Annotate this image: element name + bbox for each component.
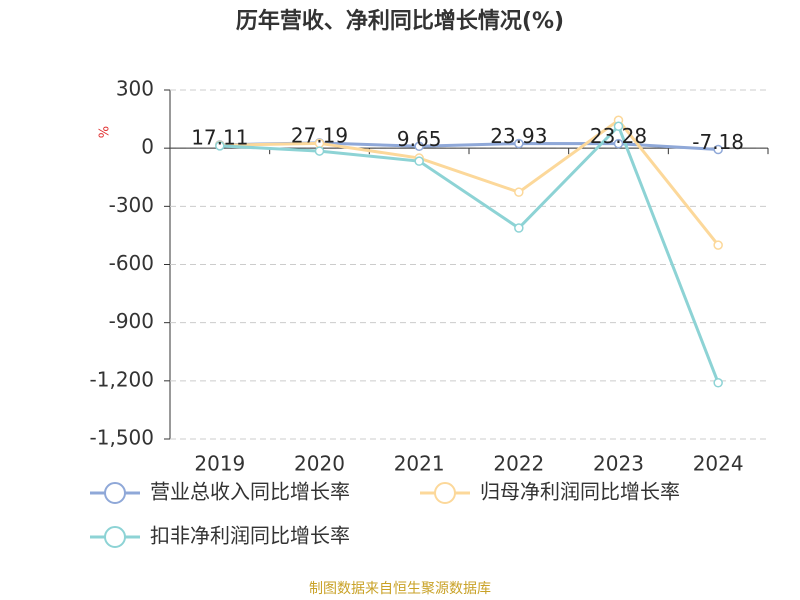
legend-label: 营业总收入同比增长率	[150, 480, 350, 504]
data-label: 27.19	[291, 123, 348, 147]
y-tick-label: -1,500	[90, 426, 154, 450]
x-tick-label: 2021	[394, 452, 445, 476]
data-label: 23.28	[590, 124, 647, 148]
data-label: -7.18	[692, 130, 744, 154]
legend-marker	[434, 482, 456, 504]
y-tick-label: -900	[109, 309, 154, 333]
source: 制图数据来自恒生聚源数据库	[309, 581, 491, 597]
chart-title: 历年营收、净利同比增长情况(%)	[236, 8, 564, 34]
x-tick-label: 2020	[294, 452, 345, 476]
point	[713, 240, 723, 250]
point	[713, 378, 723, 388]
legend-label: 扣非净利润同比增长率	[150, 524, 350, 548]
legend-label: 归母净利润同比增长率	[480, 480, 680, 504]
point	[314, 146, 325, 156]
data-label: 23.93	[490, 124, 547, 148]
x-tick-label: 2024	[693, 452, 744, 476]
y-tick-label: -300	[109, 193, 154, 217]
point	[414, 156, 424, 166]
point	[215, 141, 225, 151]
y-tick-label: 300	[116, 77, 154, 101]
y-tick-label: -600	[109, 251, 154, 275]
legend-marker	[104, 482, 126, 504]
data-label: 17.11	[191, 125, 248, 149]
x-tick-label: 2019	[194, 452, 245, 476]
point	[414, 141, 424, 152]
x-tick-label: 2023	[593, 452, 644, 476]
point	[713, 144, 723, 155]
point	[514, 187, 524, 197]
y-tick-label: 0	[141, 135, 154, 159]
point	[613, 121, 624, 132]
data-label: 9.65	[397, 127, 442, 151]
y-tick-label: -1,200	[90, 367, 154, 391]
y-unit: %	[98, 126, 113, 138]
point	[514, 223, 524, 233]
series-line	[219, 118, 720, 247]
series-line	[219, 123, 720, 384]
point	[514, 138, 524, 149]
legend-marker	[104, 526, 126, 548]
x-tick-label: 2022	[493, 452, 544, 476]
point	[613, 138, 624, 149]
